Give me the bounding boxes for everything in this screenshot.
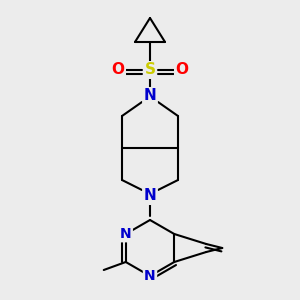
Text: N: N	[144, 88, 156, 104]
Text: N: N	[120, 227, 132, 241]
Text: O: O	[176, 62, 188, 77]
Text: S: S	[145, 62, 155, 77]
Text: O: O	[112, 62, 124, 77]
Text: N: N	[144, 269, 156, 283]
Text: N: N	[144, 188, 156, 203]
